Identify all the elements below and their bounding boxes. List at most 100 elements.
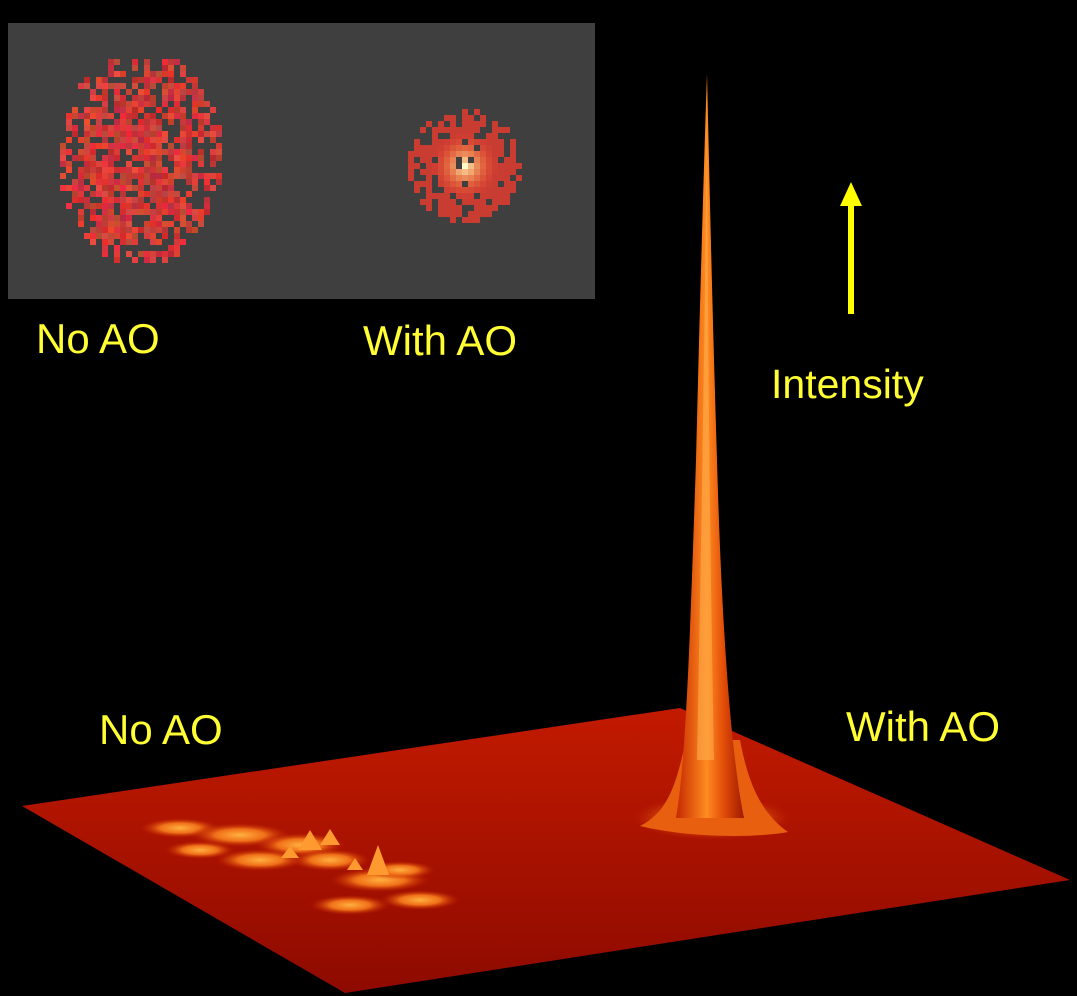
- inset-with-ao-pixel: [462, 157, 468, 163]
- ao-peak-highlight: [697, 120, 714, 760]
- inset-with-ao-pixel: [492, 157, 498, 163]
- inset-no-ao-pixel: [192, 155, 198, 161]
- inset-with-ao-pixel: [504, 193, 510, 199]
- inset-no-ao-pixel: [60, 155, 66, 161]
- inset-no-ao-pixel: [156, 71, 162, 77]
- inset-no-ao-pixel: [174, 89, 180, 95]
- inset-no-ao-pixel: [156, 173, 162, 179]
- inset-no-ao-pixel: [162, 113, 168, 119]
- inset-with-ao-pixel: [480, 187, 486, 193]
- inset-no-ao-pixel: [72, 107, 78, 113]
- inset-no-ao-pixel: [120, 83, 126, 89]
- inset-no-ao-pixel: [72, 185, 78, 191]
- inset-no-ao-pixel: [108, 179, 114, 185]
- inset-no-ao-pixel: [96, 179, 102, 185]
- inset-with-ao-pixel: [474, 187, 480, 193]
- inset-label-with-ao: With AO: [363, 317, 518, 364]
- inset-no-ao-pixel: [144, 161, 150, 167]
- inset-with-ao-pixel: [456, 211, 462, 217]
- surface-label-no-ao: No AO: [99, 706, 223, 753]
- inset-no-ao-pixel: [90, 227, 96, 233]
- inset-no-ao-pixel: [156, 185, 162, 191]
- inset-no-ao-pixel: [102, 245, 108, 251]
- inset-no-ao-pixel: [192, 113, 198, 119]
- inset-with-ao-pixel: [426, 121, 432, 127]
- inset-with-ao-pixel: [480, 211, 486, 217]
- inset-no-ao-pixel: [150, 77, 156, 83]
- inset-no-ao-pixel: [126, 125, 132, 131]
- inset-no-ao-pixel: [126, 161, 132, 167]
- inset-no-ao-pixel: [102, 95, 108, 101]
- inset-with-ao-pixel: [516, 175, 522, 181]
- inset-no-ao-pixel: [204, 173, 210, 179]
- inset-with-ao-pixel: [462, 115, 468, 121]
- inset-no-ao-pixel: [156, 209, 162, 215]
- inset-with-ao-pixel: [438, 205, 444, 211]
- inset-no-ao-pixel: [96, 191, 102, 197]
- inset-no-ao-pixel: [96, 215, 102, 221]
- inset-no-ao-pixel: [180, 149, 186, 155]
- inset-no-ao-pixel: [114, 119, 120, 125]
- inset-no-ao-pixel: [102, 137, 108, 143]
- inset-no-ao-pixel: [162, 131, 168, 137]
- inset-no-ao-pixel: [180, 239, 186, 245]
- inset-no-ao-pixel: [168, 65, 174, 71]
- inset-no-ao-pixel: [126, 203, 132, 209]
- inset-no-ao-pixel: [138, 173, 144, 179]
- inset-no-ao-pixel: [138, 251, 144, 257]
- inset-no-ao-pixel: [192, 227, 198, 233]
- inset-with-ao-pixel: [510, 181, 516, 187]
- inset-no-ao-pixel: [72, 197, 78, 203]
- inset-no-ao-pixel: [138, 125, 144, 131]
- inset-no-ao-pixel: [210, 185, 216, 191]
- inset-no-ao-pixel: [60, 143, 66, 149]
- ao-peak-spike: [676, 74, 744, 818]
- inset-no-ao-pixel: [114, 125, 120, 131]
- inset-no-ao-pixel: [150, 191, 156, 197]
- no-ao-speckle-peak: [320, 829, 340, 845]
- inset-with-ao-pixel: [408, 175, 414, 181]
- inset-with-ao-pixel: [462, 163, 468, 169]
- inset-no-ao-pixel: [66, 125, 72, 131]
- inset-no-ao-pixel: [192, 95, 198, 101]
- inset-no-ao-pixel: [102, 143, 108, 149]
- inset-no-ao-pixel: [174, 251, 180, 257]
- inset-with-ao-pixel: [462, 121, 468, 127]
- inset-no-ao-pixel: [114, 131, 120, 137]
- no-ao-speckle-peak: [347, 858, 363, 870]
- inset-no-ao-pixel: [162, 227, 168, 233]
- no-ao-speckle-bumps: [140, 818, 460, 915]
- inset-no-ao-pixel: [156, 149, 162, 155]
- inset-no-ao-pixel: [198, 155, 204, 161]
- inset-no-ao-pixel: [180, 119, 186, 125]
- inset-with-ao-pixel: [498, 145, 504, 151]
- inset-with-ao-pixel: [456, 139, 462, 145]
- inset-no-ao-pixel: [78, 215, 84, 221]
- inset-no-ao-pixel: [132, 185, 138, 191]
- inset-no-ao-pixel: [120, 221, 126, 227]
- inset-no-ao-pixel: [72, 155, 78, 161]
- inset-no-ao-pixel: [108, 191, 114, 197]
- inset-no-ao-pixel: [84, 131, 90, 137]
- inset-no-ao-pixel: [108, 239, 114, 245]
- inset-no-ao-pixel: [180, 173, 186, 179]
- inset-no-ao-pixel: [126, 131, 132, 137]
- inset-with-ao-pixel: [498, 151, 504, 157]
- inset-with-ao-pixel: [486, 163, 492, 169]
- inset-with-ao-pixel: [450, 163, 456, 169]
- inset-with-ao-pixel: [444, 199, 450, 205]
- inset-no-ao-pixel: [162, 89, 168, 95]
- inset-with-ao-pixel: [456, 175, 462, 181]
- inset-no-ao-pixel: [102, 89, 108, 95]
- inset-with-ao-pixel: [468, 151, 474, 157]
- inset-no-ao-pixel: [138, 155, 144, 161]
- inset-with-ao-pixel: [432, 127, 438, 133]
- inset-no-ao-pixel: [102, 101, 108, 107]
- inset-no-ao-pixel: [114, 167, 120, 173]
- inset-no-ao-pixel: [156, 215, 162, 221]
- inset-with-ao-pixel: [462, 169, 468, 175]
- inset-with-ao-pixel: [456, 151, 462, 157]
- inset-no-ao-pixel: [186, 89, 192, 95]
- inset-with-ao-pixel: [468, 199, 474, 205]
- inset-with-ao-pixel: [438, 211, 444, 217]
